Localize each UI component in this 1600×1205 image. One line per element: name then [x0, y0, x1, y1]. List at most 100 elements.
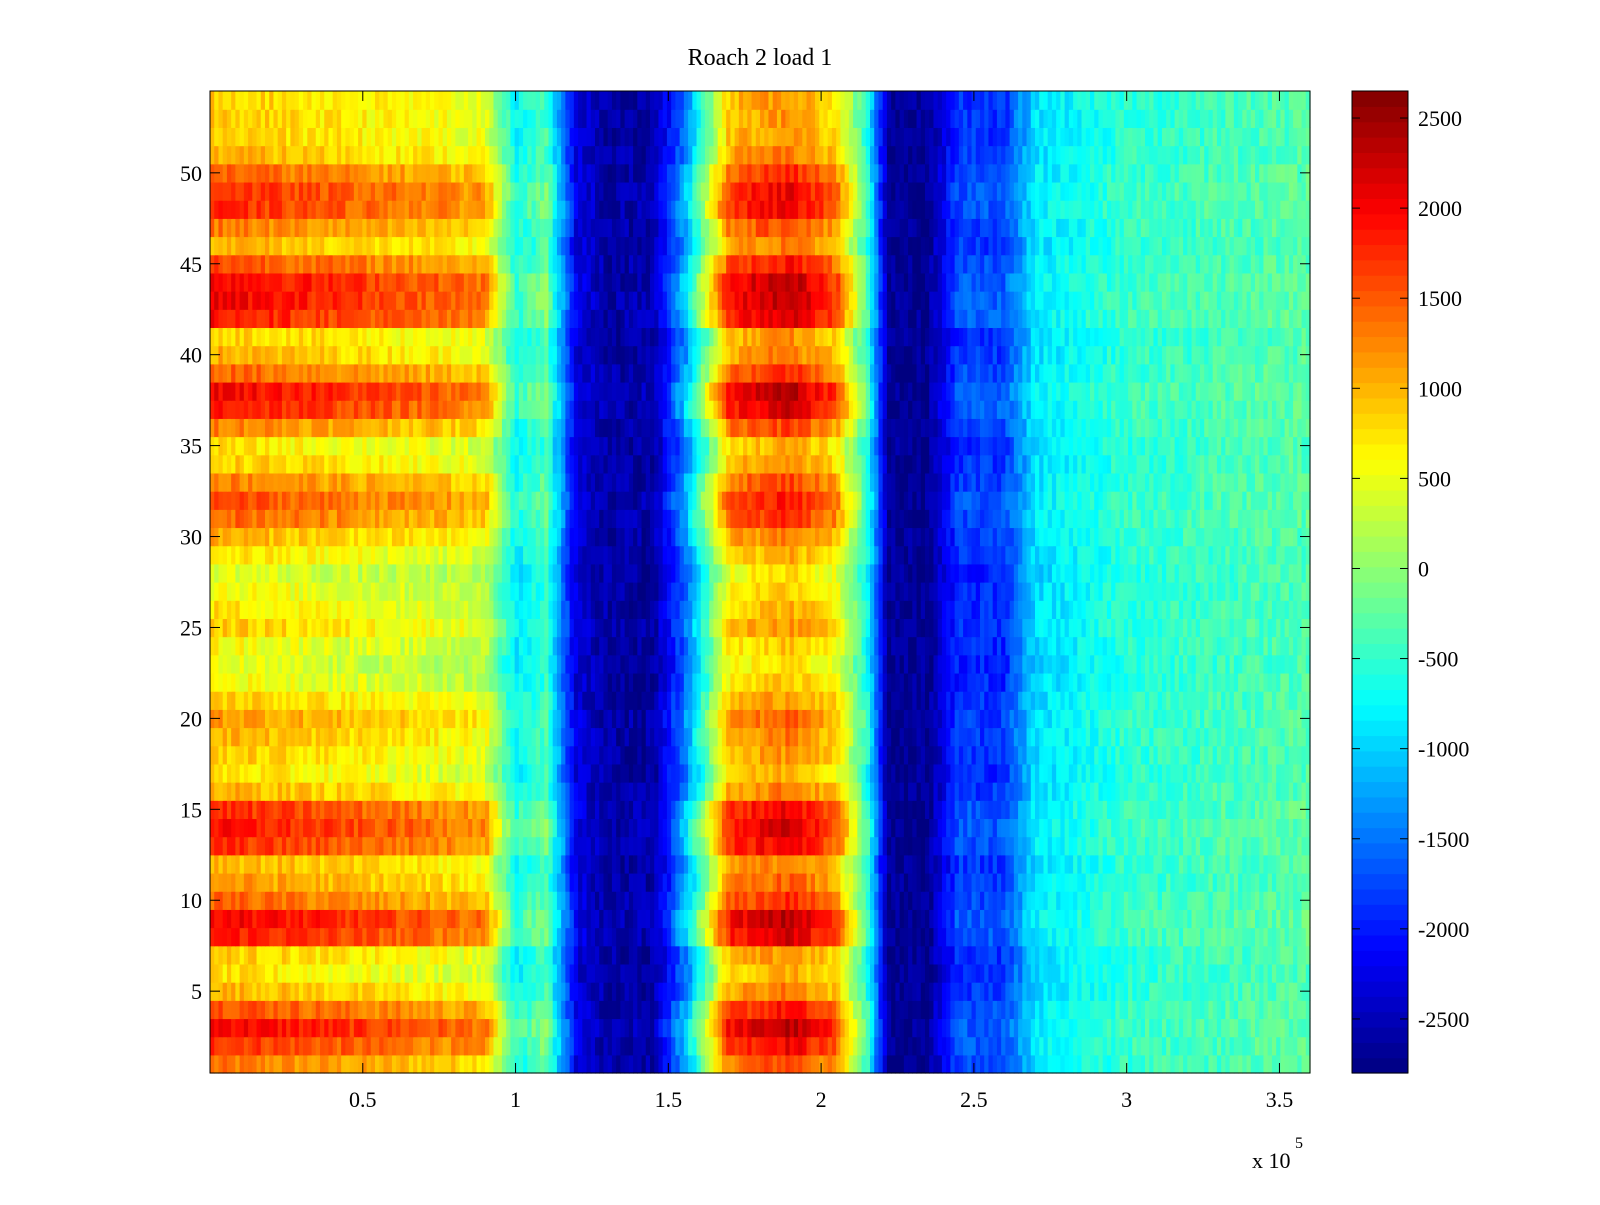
heatmap-cell	[1267, 727, 1273, 747]
heatmap-cell	[853, 963, 858, 983]
heatmap-cell	[1106, 963, 1112, 983]
heatmap-cell	[734, 727, 740, 747]
heatmap-cell	[1170, 782, 1176, 801]
heatmap-cell	[831, 1000, 837, 1020]
heatmap-cell	[1271, 782, 1277, 801]
heatmap-cell	[662, 1000, 668, 1020]
heatmap-cell	[582, 945, 588, 965]
heatmap-cell	[1149, 727, 1155, 747]
heatmap-cell	[1293, 982, 1298, 1001]
heatmap-cell	[654, 1000, 660, 1020]
heatmap-cell	[320, 800, 325, 820]
heatmap-cell	[375, 709, 380, 729]
heatmap-cell	[413, 872, 418, 892]
heatmap-cell	[984, 927, 990, 947]
heatmap-cell	[870, 945, 875, 965]
heatmap-cell	[620, 745, 626, 765]
heatmap-cell	[836, 836, 841, 856]
heatmap-cell	[501, 1018, 507, 1038]
heatmap-cell	[798, 800, 803, 820]
heatmap-cell	[827, 745, 833, 765]
heatmap-cell	[975, 818, 981, 838]
heatmap-cell	[514, 1018, 520, 1038]
heatmap-cell	[446, 963, 452, 983]
heatmap-cell	[713, 1000, 719, 1020]
heatmap-cell	[1301, 818, 1307, 838]
heatmap-cell	[595, 727, 600, 747]
heatmap-cell	[497, 927, 503, 947]
heatmap-cell	[1068, 727, 1074, 747]
heatmap-cell	[1204, 800, 1210, 820]
heatmap-cell	[578, 1036, 583, 1056]
heatmap-cell	[324, 800, 330, 820]
heatmap-cell	[501, 963, 507, 983]
heatmap-cell	[980, 800, 985, 820]
heatmap-cell	[1157, 1018, 1163, 1038]
heatmap-cell	[1187, 1036, 1193, 1056]
heatmap-cell	[336, 745, 342, 765]
heatmap-cell	[738, 1054, 744, 1074]
heatmap-cell	[692, 891, 698, 910]
heatmap-cell	[815, 763, 820, 783]
heatmap-cell	[239, 836, 245, 856]
heatmap-cell	[446, 763, 452, 783]
heatmap-cell	[925, 763, 930, 783]
heatmap-cell	[1204, 963, 1210, 983]
heatmap-cell	[468, 963, 473, 983]
heatmap-cell	[544, 782, 550, 801]
heatmap-cell	[1140, 872, 1146, 892]
heatmap-cell	[815, 927, 820, 947]
heatmap-cell	[1242, 909, 1248, 929]
heatmap-cell	[857, 909, 863, 929]
heatmap-cell	[823, 727, 829, 747]
heatmap-cell	[561, 854, 566, 874]
heatmap-cell	[1073, 800, 1078, 820]
heatmap-cell	[1018, 982, 1023, 1001]
heatmap-cell	[1238, 782, 1243, 801]
heatmap-cell	[747, 1018, 753, 1038]
heatmap-cell	[1259, 800, 1265, 820]
heatmap-cell	[1195, 800, 1201, 820]
heatmap-cell	[556, 1036, 562, 1056]
heatmap-cell	[413, 727, 418, 747]
heatmap-cell	[705, 1000, 710, 1020]
heatmap-cell	[290, 1054, 296, 1074]
heatmap-cell	[827, 782, 833, 801]
heatmap-cell	[455, 854, 461, 874]
heatmap-cell	[624, 1018, 630, 1038]
heatmap-cell	[548, 854, 554, 874]
heatmap-cell	[425, 782, 431, 801]
heatmap-cell	[929, 782, 935, 801]
heatmap-cell	[1246, 891, 1252, 910]
heatmap-cell	[1200, 818, 1205, 838]
heatmap-cell	[624, 927, 630, 947]
heatmap-cell	[1145, 963, 1150, 983]
heatmap-cell	[971, 727, 977, 747]
heatmap-cell	[776, 945, 782, 965]
heatmap-cell	[523, 1054, 528, 1074]
heatmap-cell	[692, 982, 698, 1001]
heatmap-cell	[1081, 745, 1087, 765]
heatmap-cell	[925, 836, 930, 856]
heatmap-cell	[616, 963, 621, 983]
heatmap-cell	[984, 872, 990, 892]
heatmap-cell	[290, 982, 296, 1001]
heatmap-cell	[582, 891, 588, 910]
heatmap-cell	[506, 818, 511, 838]
heatmap-cell	[1111, 727, 1116, 747]
heatmap-cell	[370, 872, 376, 892]
heatmap-cell	[823, 1000, 829, 1020]
heatmap-cell	[996, 727, 1002, 747]
heatmap-cell	[975, 854, 981, 874]
heatmap-cell	[523, 891, 528, 910]
heatmap-cell	[434, 709, 440, 729]
heatmap-cell	[320, 1054, 325, 1074]
heatmap-cell	[298, 709, 304, 729]
heatmap-cell	[1187, 963, 1193, 983]
heatmap-cell	[772, 891, 778, 910]
heatmap-cell	[789, 1000, 795, 1020]
heatmap-cell	[607, 891, 613, 910]
heatmap-cell	[633, 1018, 638, 1038]
heatmap-cell	[789, 782, 795, 801]
heatmap-cell	[980, 872, 985, 892]
